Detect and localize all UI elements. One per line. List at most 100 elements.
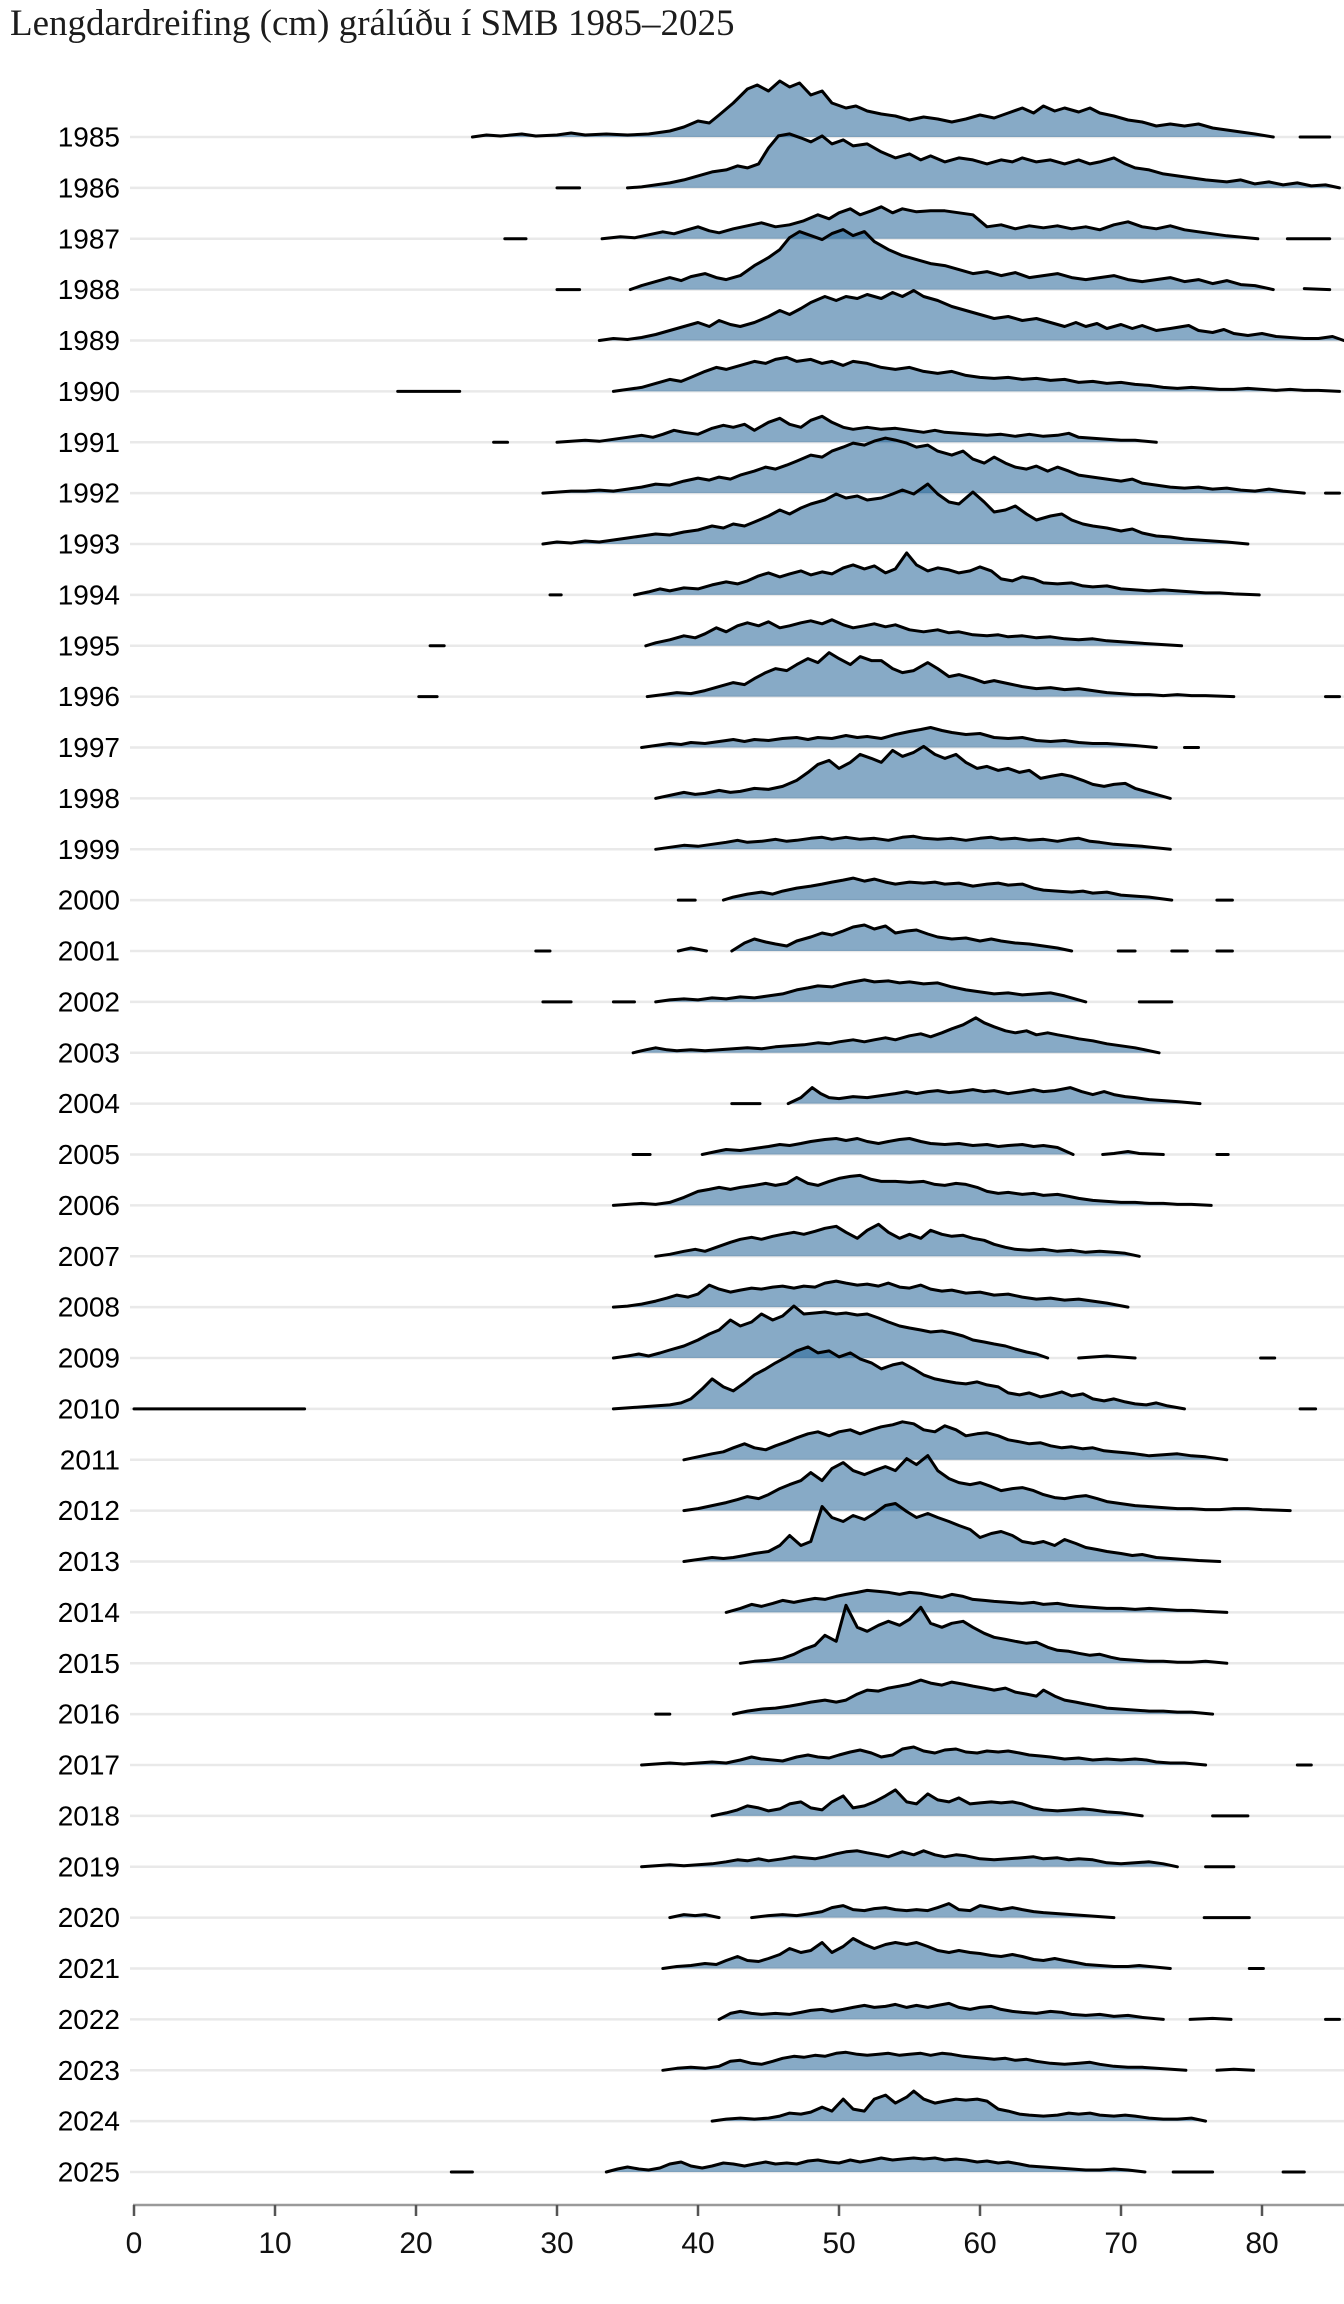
ridge-1985: [470, 79, 1332, 139]
year-label: 2024: [58, 2106, 120, 2137]
ridge-outline: [1101, 1150, 1165, 1156]
ridge-outline: [1077, 1354, 1137, 1360]
ridge-outline: [1215, 2067, 1255, 2072]
ridge-outline: [661, 1937, 1172, 1970]
ridge-outline: [541, 482, 1250, 546]
ridge-fill: [606, 2158, 1145, 2172]
ridge-outline: [654, 744, 1172, 800]
ridge-fill: [655, 979, 1086, 1002]
year-label: 1988: [58, 274, 120, 305]
ridge-outline: [710, 1788, 1144, 1818]
x-axis-tick-label: 20: [399, 2227, 432, 2260]
ridge-2024: [710, 2089, 1208, 2123]
ridge-outline: [597, 289, 1344, 342]
ridge-fill: [613, 1306, 1048, 1358]
year-label: 2002: [58, 986, 120, 1017]
ridge-outline: [600, 205, 1260, 241]
ridge-outline: [654, 834, 1172, 851]
ridge-outline: [541, 436, 1306, 495]
ridge-outline: [731, 1678, 1215, 1716]
ridge-outline: [1188, 2016, 1233, 2021]
year-label: 2011: [60, 1444, 120, 1475]
ridge-outline: [750, 1902, 1116, 1920]
year-label: 2023: [58, 2055, 120, 2086]
year-label: 1989: [58, 325, 120, 356]
ridge-1987: [503, 205, 1332, 241]
ridge-fill: [726, 1590, 1227, 1613]
ridge-2008: [611, 1279, 1130, 1309]
ridge-fill: [683, 1503, 1220, 1562]
ridge-1999: [654, 834, 1172, 851]
ridge-outline: [668, 1913, 721, 1920]
ridge-fill: [641, 1850, 1178, 1867]
ridge-1986: [555, 132, 1341, 190]
ridge-fill: [723, 878, 1172, 901]
ridge-1998: [654, 744, 1172, 800]
ridge-outline: [611, 355, 1341, 393]
year-label: 2021: [58, 1953, 120, 1984]
ridge-2021: [661, 1937, 1265, 1970]
ridge-2002: [541, 978, 1174, 1004]
ridge-outline: [717, 2001, 1165, 2021]
ridge-outline: [645, 651, 1236, 699]
year-label: 2015: [58, 1648, 120, 1679]
ridge-outline: [640, 1745, 1208, 1767]
year-label: 1990: [58, 376, 120, 407]
ridge-1996: [417, 651, 1341, 699]
ridge-1993: [541, 482, 1250, 546]
year-label: 1994: [58, 579, 120, 610]
x-axis-tick-label: 70: [1104, 2227, 1137, 2260]
ridge-2013: [682, 1502, 1222, 1563]
ridge-2023: [661, 2050, 1255, 2072]
ridge-outline: [654, 978, 1088, 1004]
x-axis-tick-label: 50: [822, 2227, 855, 2260]
ridge-outline: [710, 2089, 1208, 2123]
ridge-2009: [611, 1304, 1277, 1360]
ridge-outline: [661, 2050, 1188, 2072]
year-label: 1991: [58, 427, 120, 458]
ridge-2000: [676, 876, 1234, 902]
x-axis: 0 10 20 30 40 50 60 70 80: [126, 2203, 1344, 2260]
ridge-outline: [631, 1016, 1161, 1055]
year-label: 2017: [58, 1750, 120, 1781]
ridge-1988: [555, 228, 1332, 292]
ridge-2006: [611, 1173, 1213, 1207]
year-label: 2025: [58, 2157, 120, 2188]
ridge-fill: [613, 1175, 1212, 1206]
x-axis-tick-label: 10: [258, 2227, 291, 2260]
year-label: 1995: [58, 630, 120, 661]
year-label: 2005: [58, 1139, 120, 1170]
ridge-1990: [396, 355, 1341, 393]
ridge-outline: [682, 1502, 1222, 1563]
ridge-2012: [682, 1454, 1292, 1513]
ridge-2004: [730, 1086, 1202, 1106]
chart-title: Lengdardreifing (cm) grálúðu í SMB 1985–…: [10, 3, 735, 44]
ridge-1995: [428, 618, 1184, 648]
year-label: 2001: [58, 936, 120, 967]
ridge-fill: [719, 2003, 1164, 2020]
ridge-fill: [655, 1224, 1140, 1257]
year-label: 1996: [58, 681, 120, 712]
ridge-fill: [645, 619, 1182, 646]
ridge-fill: [633, 1017, 1160, 1053]
year-label: 2000: [58, 885, 120, 916]
ridge-fill: [630, 229, 1274, 290]
ridge-2017: [640, 1745, 1313, 1767]
ridge-outline: [730, 923, 1074, 953]
year-label: 1985: [58, 122, 120, 153]
ridge-2016: [654, 1678, 1215, 1716]
ridge-fill: [655, 746, 1171, 799]
ridge-2025: [449, 2156, 1306, 2174]
ridge-fill: [613, 357, 1340, 392]
ridge-2014: [724, 1588, 1229, 1614]
ridge-outline: [640, 1849, 1179, 1869]
x-axis-tick-label: 40: [681, 2227, 714, 2260]
year-label: 1992: [58, 478, 120, 509]
year-label: 2018: [58, 1800, 120, 1831]
year-label: 1998: [58, 783, 120, 814]
ridge-outline: [470, 79, 1275, 139]
ridge-outline: [626, 132, 1341, 190]
ridge-2022: [717, 2001, 1341, 2021]
ridge-outline: [786, 1086, 1202, 1106]
